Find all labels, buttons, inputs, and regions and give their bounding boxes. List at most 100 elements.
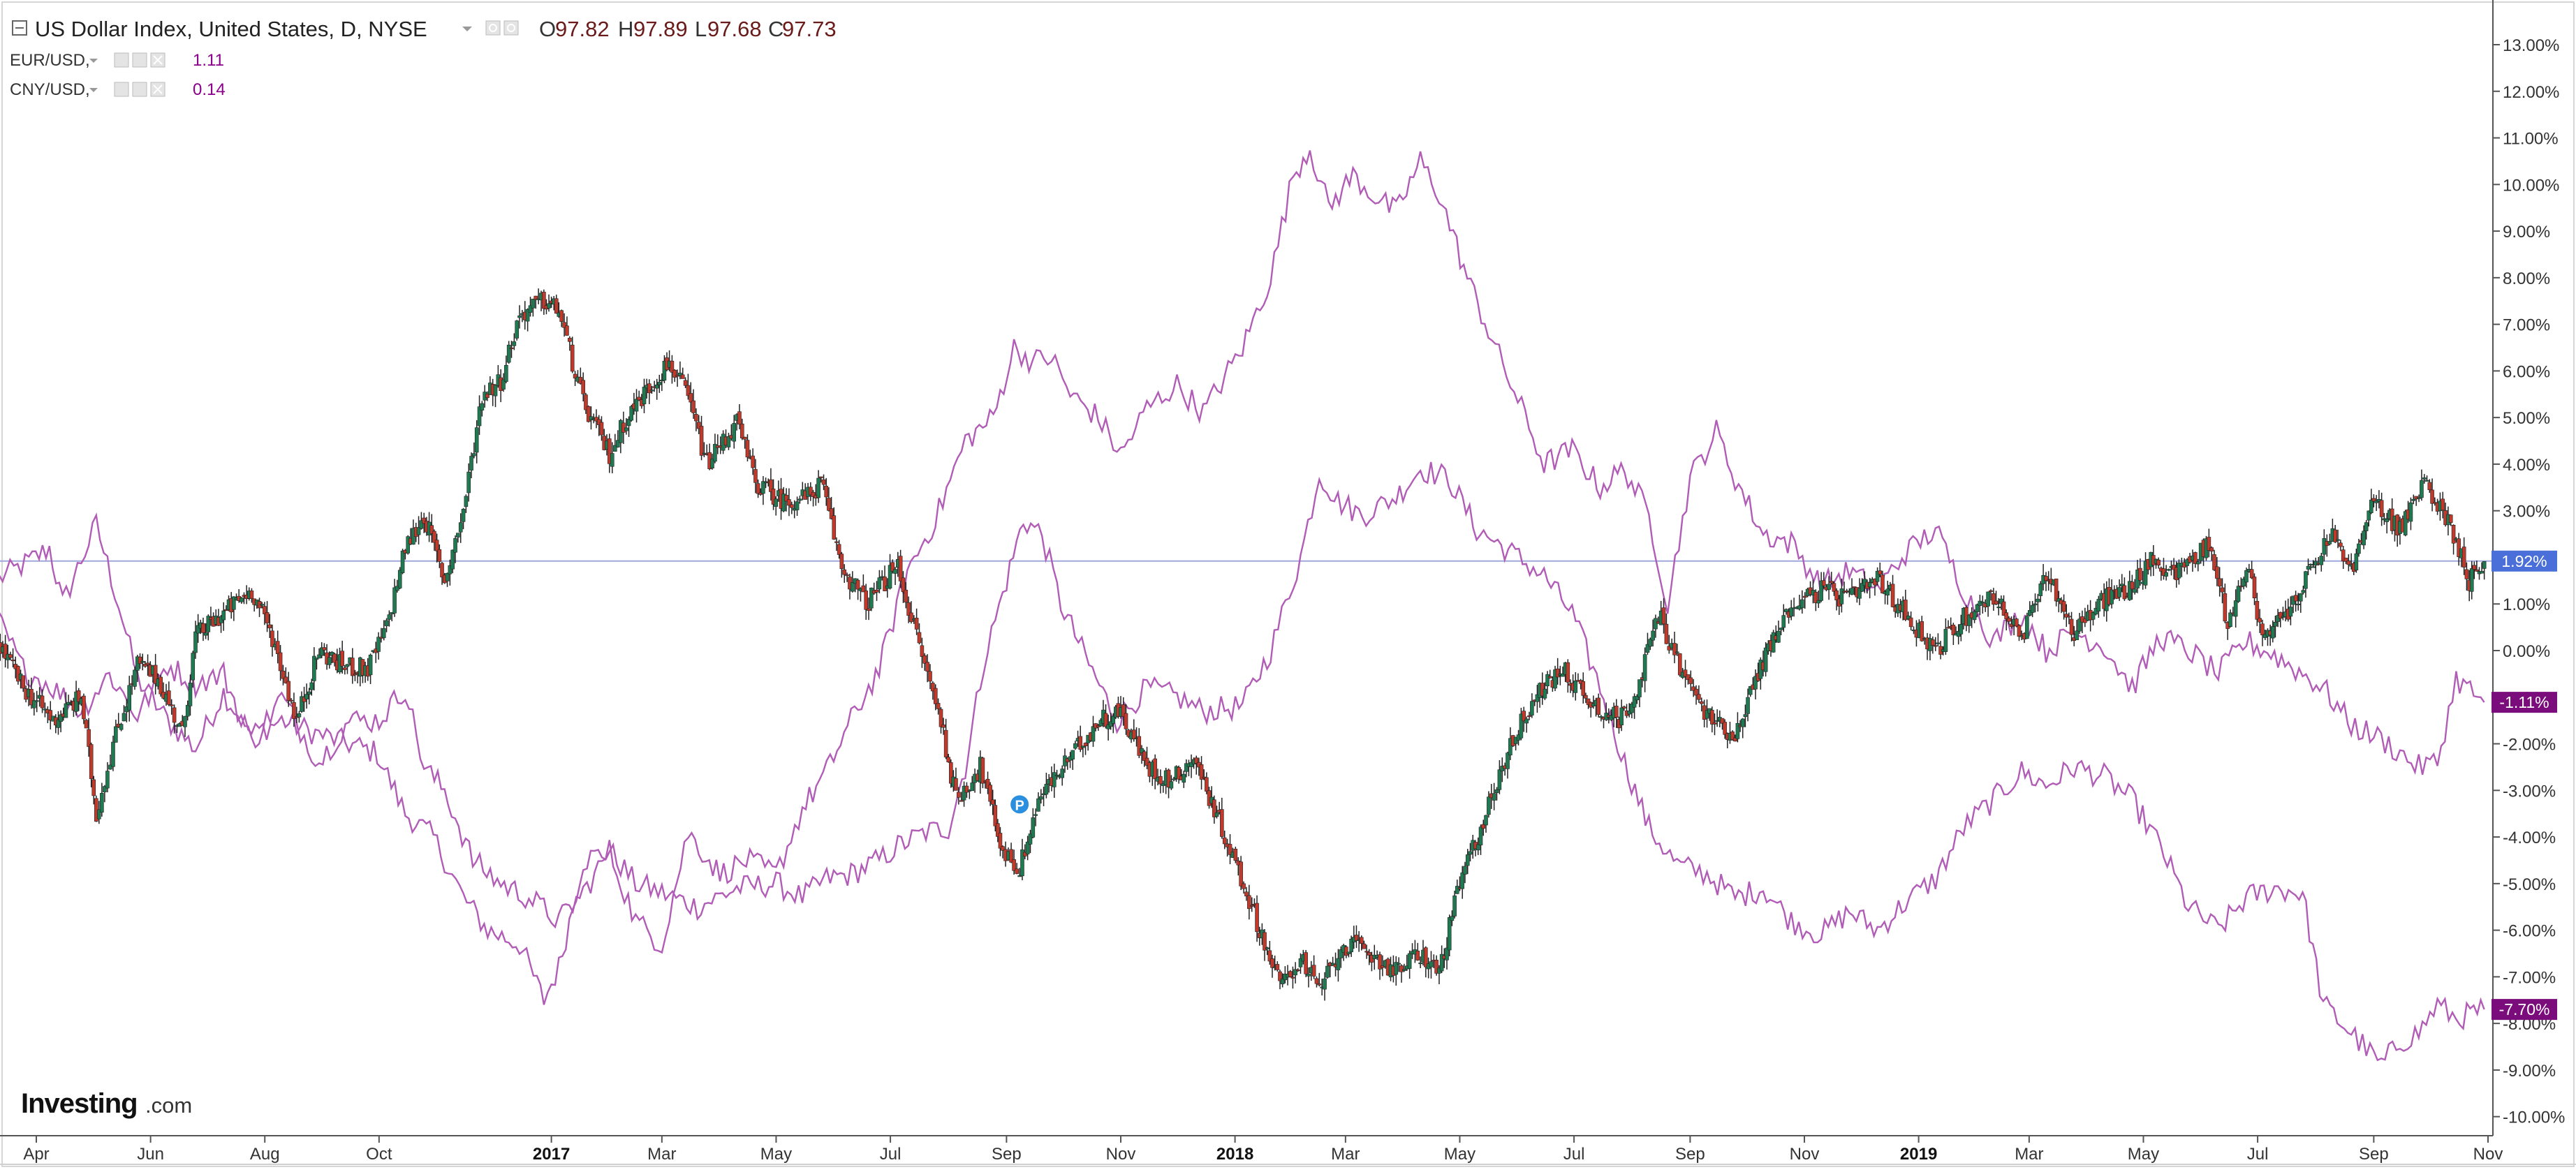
candle-body (1033, 814, 1038, 816)
x-tick-label: Jul (2247, 1145, 2269, 1164)
candle-body (1463, 866, 1467, 875)
candle-body (119, 724, 124, 730)
candle-body (2017, 625, 2022, 637)
candle-body (2293, 595, 2298, 602)
legend: US Dollar Index, United States, D, NYSE … (10, 17, 837, 99)
x-tick-label: Jul (1563, 1145, 1585, 1164)
candle-body (1073, 743, 1077, 749)
candle-body (2119, 584, 2124, 587)
candle-body (629, 406, 634, 421)
candle-body (1137, 736, 1142, 756)
y-tick-label: 1.00% (2503, 595, 2550, 614)
candle-body (624, 427, 628, 431)
candle-body (1543, 688, 1547, 699)
candle-body (1439, 954, 1444, 972)
candle-body (1784, 609, 1788, 612)
candle-body (988, 785, 992, 802)
candle-body (1622, 706, 1626, 709)
candle-body (300, 696, 304, 712)
candle-body (2461, 547, 2466, 568)
candle-body (2469, 568, 2474, 592)
candle-body (1677, 653, 1682, 676)
candle-body (2038, 584, 2043, 596)
candle-body (761, 481, 765, 494)
candle-body (1036, 798, 1040, 812)
candle-body (1933, 645, 1938, 647)
candle-body (1484, 815, 1488, 826)
candle-body (1325, 965, 1330, 978)
x-tick-label: Jun (137, 1145, 164, 1164)
candle-body (877, 577, 882, 590)
candle-body (2354, 553, 2359, 571)
x-tick-label: Sep (1675, 1145, 1705, 1164)
candle-body (1555, 668, 1560, 678)
high-label: H (618, 17, 633, 41)
candle-body (1943, 629, 1948, 652)
candle-body (1359, 937, 1364, 944)
main-settings-icon[interactable] (485, 20, 501, 36)
candle-body (1664, 623, 1669, 644)
candle-body (2061, 601, 2066, 612)
candle-body (845, 574, 849, 577)
candle-body (1158, 776, 1163, 785)
candle-body (809, 487, 813, 496)
candle-body (1407, 953, 1412, 969)
candle-body (2156, 559, 2161, 565)
candle-body (1083, 743, 1088, 746)
candle-body (774, 498, 779, 507)
candle-body (2379, 500, 2384, 517)
candle-body (302, 697, 307, 702)
candle-body (509, 347, 514, 349)
candle-body (657, 382, 662, 385)
candle-body (1992, 593, 1996, 605)
candle-body (445, 572, 450, 581)
candle-body (1124, 713, 1128, 729)
candle-body (2374, 500, 2378, 503)
main-settings-icon-glyph (489, 24, 497, 32)
compare-settings-icon[interactable] (114, 52, 129, 68)
pattern-marker[interactable] (1009, 794, 1031, 815)
main-symbol-dropdown-icon[interactable] (462, 27, 472, 31)
candle-body (432, 531, 436, 543)
candle-body (2130, 581, 2135, 590)
compare-symbol-eurusd[interactable]: EUR/USD, (10, 51, 90, 70)
candle-body (740, 423, 744, 438)
candle-body (480, 403, 485, 411)
price-badge (2492, 550, 2557, 572)
candle-body (322, 647, 327, 651)
candle-body (397, 570, 402, 588)
compare-dropdown-icon[interactable] (89, 88, 98, 92)
candle-body (2004, 612, 2008, 620)
compare-symbol-cnyusd[interactable]: CNY/USD, (10, 80, 90, 99)
main-hide-icon[interactable] (503, 20, 519, 36)
candle-body (1632, 696, 1637, 708)
candle-body (2367, 510, 2371, 521)
candle-body (1434, 959, 1438, 974)
candle-body (464, 496, 469, 507)
compare-value-cnyusd: 0.14 (193, 80, 226, 99)
candle-body (345, 664, 350, 667)
candle-body (1881, 574, 1885, 593)
candle-body (453, 538, 457, 553)
candle-body (654, 385, 659, 389)
candle-body (1683, 669, 1688, 677)
candle-body (76, 690, 81, 702)
candle-body (949, 762, 953, 784)
candle-body (565, 325, 569, 336)
main-symbol-title[interactable]: US Dollar Index, United States, D, NYSE (35, 17, 427, 41)
compare-hide-icon[interactable] (132, 52, 147, 68)
candle-body (327, 657, 332, 665)
candle-body (1906, 616, 1911, 620)
candle-body (340, 651, 344, 667)
candle-body (1153, 758, 1157, 780)
candle-body (111, 741, 115, 767)
compare-value-eurusd: 1.11 (193, 51, 224, 70)
candle-body (2236, 586, 2241, 602)
price-badge-label: -7.70% (2499, 1000, 2550, 1018)
candle-body (1966, 614, 1971, 626)
compare-hide-icon[interactable] (132, 82, 147, 97)
compare-dropdown-icon[interactable] (89, 59, 98, 63)
candle-body (742, 436, 747, 440)
compare-settings-icon[interactable] (114, 82, 129, 97)
